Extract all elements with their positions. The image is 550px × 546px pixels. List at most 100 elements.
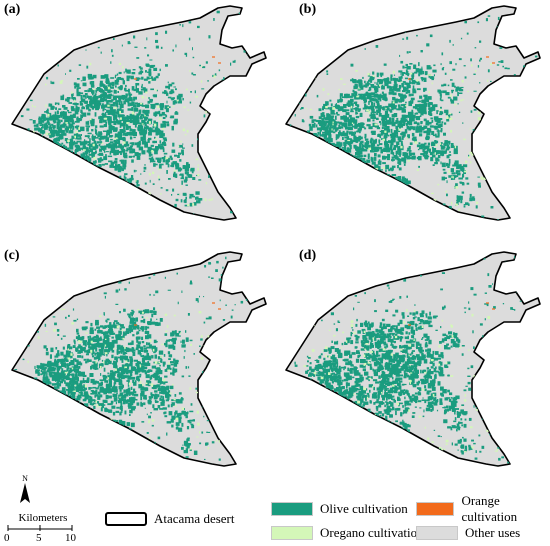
olive-patch [354,131,356,135]
olive-patch [44,111,48,113]
orange-patch [218,62,221,64]
olive-patch [68,365,71,366]
olive-patch [132,347,135,352]
olive-patch [127,376,132,380]
olive-patch [131,309,134,312]
olive-patch [94,160,97,163]
olive-patch [350,35,354,39]
oregano-patch [162,209,164,211]
olive-patch [441,52,444,56]
olive-patch [65,73,66,75]
oregano-patch [157,105,160,109]
olive-patch [452,44,454,46]
olive-patch [326,195,328,199]
olive-patch [80,109,83,113]
olive-patch [502,98,505,102]
olive-patch [391,191,395,196]
olive-patch [362,144,365,147]
olive-patch [456,173,461,176]
olive-patch [67,372,71,377]
olive-patch [379,79,384,83]
oregano-patch [118,62,122,65]
olive-patch [359,157,363,160]
olive-patch [167,96,172,99]
olive-patch [413,126,416,131]
olive-patch [338,147,341,151]
olive-patch [335,39,338,42]
olive-patch [485,18,488,22]
olive-patch [134,399,138,401]
olive-patch [448,113,453,116]
olive-patch [116,95,119,98]
olive-patch [28,36,30,38]
olive-patch [338,39,340,42]
olive-patch [119,405,123,410]
olive-patch [165,391,170,396]
olive-patch [398,100,402,103]
olive-patch [411,98,414,103]
oregano-patch [205,182,208,185]
olive-patch [144,47,147,49]
oregano-patch [375,167,378,171]
olive-patch [65,130,69,133]
olive-patch [37,331,39,333]
oregano-patch [71,437,74,439]
olive-patch [104,104,109,108]
olive-patch [71,165,74,169]
olive-patch [132,398,135,402]
olive-patch [434,120,437,122]
olive-patch [333,131,336,134]
olive-patch [525,187,528,191]
olive-patch [259,222,261,223]
olive-patch [119,129,123,133]
olive-patch [440,206,444,209]
olive-patch [95,215,99,218]
olive-patch [332,18,334,22]
olive-patch [48,367,53,372]
olive-patch [103,150,106,153]
olive-patch [105,78,109,80]
olive-patch [392,96,396,101]
olive-patch [180,177,185,180]
oregano-patch [167,106,169,109]
olive-patch [80,80,83,82]
olive-patch [118,394,121,399]
olive-patch [456,199,460,202]
olive-patch [179,24,181,26]
oregano-patch [197,167,199,171]
olive-patch [68,102,73,104]
olive-patch [381,91,384,94]
orange-cultivation-layer-b [408,56,495,80]
olive-patch [376,112,378,115]
olive-patch [359,143,362,148]
olive-patch [69,388,73,393]
olive-patch [411,132,415,137]
olive-patch [355,18,358,20]
olive-patch [98,182,102,186]
olive-patch [402,38,405,40]
oregano-patch [152,348,155,352]
oregano-patch [201,65,203,67]
olive-patch [104,108,107,111]
oregano-patch [183,106,186,108]
olive-patch [148,149,152,152]
olive-patch [98,116,101,120]
olive-patch [117,77,122,80]
olive-patch [203,321,206,324]
olive-patch [411,75,413,77]
olive-patch [59,396,62,399]
olive-patch [92,147,97,150]
olive-patch [230,210,234,214]
oregano-patch [173,170,177,172]
olive-patch [106,380,108,383]
olive-patch [330,142,335,147]
oregano-patch [409,72,413,75]
oregano-patch [61,436,64,438]
olive-patch [95,107,99,111]
oregano-patch [325,106,328,109]
olive-patch [158,161,161,164]
olive-patch [118,101,121,105]
olive-patch [148,396,154,399]
olive-patch [411,76,414,80]
olive-patch [113,320,118,323]
